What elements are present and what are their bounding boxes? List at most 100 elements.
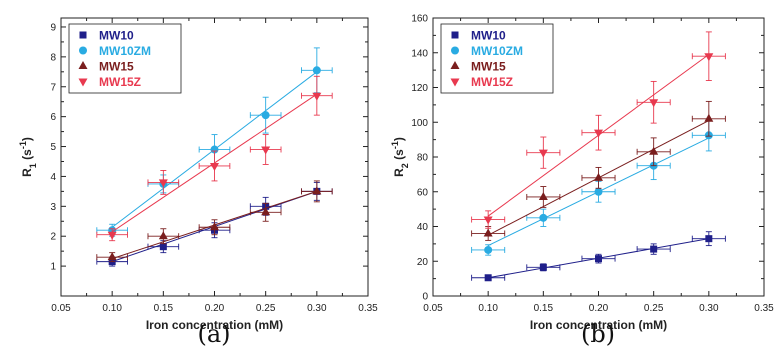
data-point [158, 179, 168, 188]
x-tick-label: 0.35 [358, 303, 378, 314]
x-tick-label: 0.35 [754, 303, 774, 314]
series-MW15Z [471, 31, 726, 229]
x-tick-label: 0.30 [307, 303, 327, 314]
data-point [158, 231, 168, 240]
y-tick-label: 80 [417, 153, 429, 164]
data-point [159, 243, 167, 251]
legend-label: MW10 [99, 29, 134, 43]
y-tick-label: 100 [411, 118, 428, 129]
data-point [595, 255, 602, 263]
data-point [107, 231, 117, 240]
data-point [650, 245, 658, 253]
data-point [210, 222, 219, 231]
y-axis-label: R1 (s-1) [18, 137, 38, 177]
y-tick-label: 120 [411, 83, 428, 94]
data-point [649, 146, 659, 155]
x-tick-label: 0.05 [51, 303, 71, 314]
y-axis-label-part: (s [20, 149, 34, 163]
x-tick-label: 0.20 [589, 303, 609, 314]
y-tick-label: 160 [411, 14, 428, 25]
data-point [483, 216, 493, 225]
data-point [594, 129, 603, 138]
x-tick-label: 0.25 [256, 303, 276, 314]
legend-marker [79, 46, 87, 55]
data-point [538, 191, 548, 200]
data-point [312, 186, 322, 195]
y-tick-label: 6 [50, 112, 56, 123]
series-MW10 [471, 231, 726, 282]
chart-panel-2: 0.05 0.10 0.15 0.20 0.25 0.30 0.35 0 20 40 60 80 100… [390, 14, 774, 349]
legend-label: MW15 [99, 60, 134, 74]
data-point [538, 149, 548, 158]
y-tick-label: 2 [50, 232, 56, 243]
legend-marker [78, 78, 88, 87]
y-axis-label-part: ) [392, 137, 406, 141]
y-axis-label-part: (s [392, 149, 406, 163]
legend-box [440, 23, 554, 94]
y-axis-label-part: 2 [400, 163, 410, 168]
y-axis-label-part: 1 [28, 163, 38, 168]
legend-marker [79, 31, 87, 39]
chart-panel-1: 0.05 0.10 0.15 0.20 0.25 0.30 0.35 1 2 3 4 5 6 7 8 9 Iro… [18, 17, 378, 348]
legend-label: MW15Z [471, 75, 513, 89]
legend-label: MW10 [471, 29, 506, 43]
y-axis-label: R2 (s-1) [390, 137, 410, 177]
legend-marker [450, 78, 460, 87]
data-point [312, 66, 321, 75]
legend-label: MW15 [471, 60, 506, 74]
x-tick-label: 0.15 [534, 303, 554, 314]
data-point [484, 245, 493, 254]
x-tick-label: 0.10 [478, 303, 498, 314]
data-point [539, 263, 547, 271]
data-point [107, 252, 117, 261]
y-tick-label: 5 [50, 142, 56, 153]
y-tick-label: 140 [411, 48, 428, 59]
legend-label: MW15Z [99, 75, 141, 89]
y-tick-label: 20 [417, 257, 429, 268]
legend-marker [450, 61, 460, 69]
data-point [594, 172, 603, 181]
y-axis-label-part: R [20, 168, 34, 177]
data-point [594, 187, 603, 196]
series-MW15Z [96, 75, 333, 242]
y-tick-label: 1 [50, 262, 56, 273]
y-tick-label: 40 [417, 222, 429, 233]
panel-label: (a) [197, 320, 230, 348]
y-tick-label: 9 [50, 22, 56, 33]
data-point [704, 53, 714, 62]
x-tick-label: 0.25 [644, 303, 664, 314]
y-axis-label-part: -1 [390, 141, 400, 149]
data-point [210, 162, 219, 171]
series-MW15 [96, 180, 333, 263]
y-axis-label-part: ) [20, 137, 34, 141]
y-axis-label-part: -1 [18, 141, 28, 149]
data-point [261, 146, 271, 155]
legend-marker [451, 31, 459, 39]
legend-marker [451, 46, 459, 55]
y-axis-label-part: R [392, 168, 406, 177]
data-point [649, 99, 659, 108]
x-tick-label: 0.15 [154, 303, 174, 314]
y-tick-label: 3 [50, 202, 56, 213]
legend-marker [78, 61, 88, 69]
data-point [483, 228, 493, 237]
x-axis-label: Iron concentration (mM) [530, 318, 667, 332]
x-tick-label: 0.20 [205, 303, 225, 314]
x-tick-label: 0.30 [699, 303, 719, 314]
data-point [210, 145, 219, 154]
data-point [261, 207, 271, 216]
data-point [539, 213, 548, 222]
x-tick-label: 0.10 [102, 303, 122, 314]
data-point [312, 92, 322, 101]
legend-label: MW10ZM [99, 44, 151, 58]
y-tick-label: 8 [50, 52, 56, 63]
legend-label: MW10ZM [471, 44, 523, 58]
y-tick-label: 60 [417, 187, 429, 198]
y-tick-label: 7 [50, 82, 56, 93]
x-axis-label: Iron concentration (mM) [146, 318, 283, 332]
data-point [705, 235, 713, 243]
data-point [261, 111, 270, 120]
